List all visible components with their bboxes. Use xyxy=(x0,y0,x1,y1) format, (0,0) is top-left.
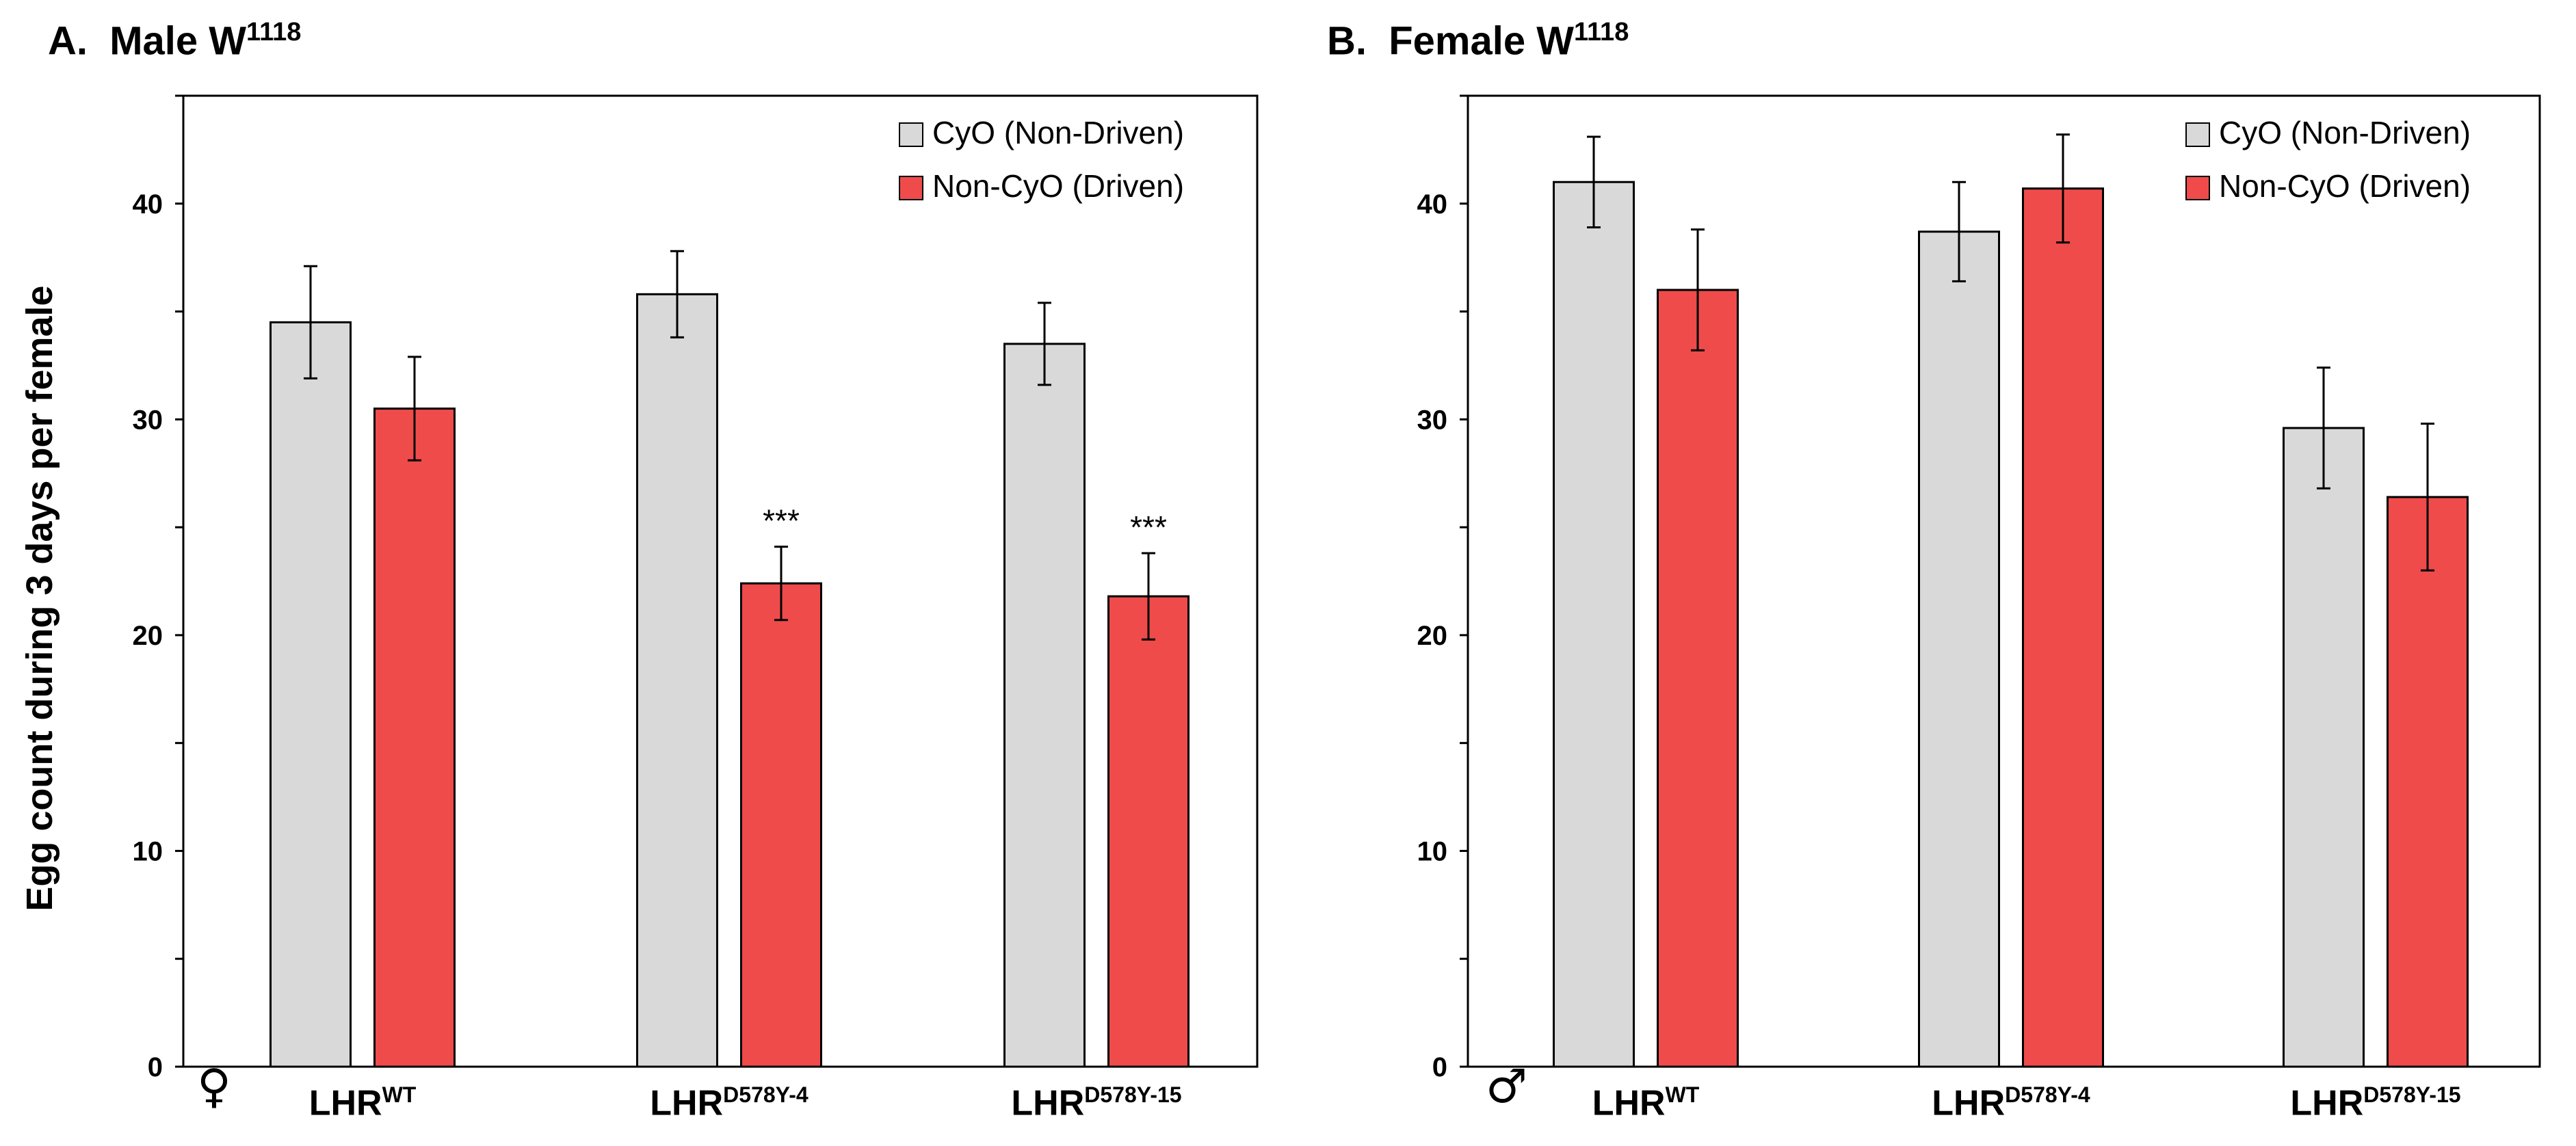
panel-a-legend-swatch xyxy=(899,176,923,200)
panel-a-legend-swatch xyxy=(899,122,923,147)
male-symbol: ♂ xyxy=(1486,1060,1527,1114)
panel-b-bar-noncyo xyxy=(1657,289,1739,1068)
panel-a-title-sup: 1118 xyxy=(246,18,302,46)
panel-b-y-tick-label: 10 xyxy=(1417,836,1448,866)
female-symbol: ♀ xyxy=(197,1060,231,1114)
panel-a-bar-noncyo xyxy=(373,408,456,1068)
panel-a-y-tick-label: 10 xyxy=(133,836,163,866)
panel-b-bar-noncyo xyxy=(2022,187,2104,1068)
category-base: LHR xyxy=(1592,1083,1666,1123)
panel-b-category-label: LHRWT xyxy=(1592,1082,1700,1123)
category-sup: D578Y-15 xyxy=(1084,1082,1182,1107)
panel-a-title: A. Male W1118 xyxy=(48,18,301,64)
panel-b-bar-cyo xyxy=(2283,427,2365,1068)
panel-a-y-tick-label: 30 xyxy=(133,405,163,435)
panel-a-category-label: LHRWT xyxy=(309,1082,417,1123)
panel-a-legend-label: Non-CyO (Driven) xyxy=(932,168,1184,204)
panel-a-category-label: LHRD578Y-4 xyxy=(650,1082,808,1123)
panel-a-bar-noncyo xyxy=(740,582,822,1068)
panel-a-bar-noncyo xyxy=(1107,595,1190,1068)
panel-a-bar-cyo xyxy=(270,321,352,1068)
category-sup: WT xyxy=(382,1082,417,1107)
panel-b-y-tick-label: 20 xyxy=(1417,621,1448,651)
panel-b-bar-noncyo xyxy=(2387,496,2469,1068)
panel-b-y-tick-label: 30 xyxy=(1417,405,1448,435)
panel-a-significance-label: *** xyxy=(763,503,800,539)
panel-a-title-text: Male W xyxy=(109,18,247,64)
panel-b-category-label: LHRD578Y-4 xyxy=(1932,1082,2090,1123)
panel-b-y-tick-label: 0 xyxy=(1432,1052,1447,1082)
panel-a-category-label: LHRD578Y-15 xyxy=(1011,1082,1181,1123)
panel-a-letter: A. xyxy=(48,18,88,64)
panel-a-y-tick-label: 40 xyxy=(133,189,163,219)
panel-b-legend-swatch xyxy=(2185,176,2210,200)
panel-a-plot-frame xyxy=(182,94,1259,1068)
panel-b-legend-label: Non-CyO (Driven) xyxy=(2219,168,2471,204)
panel-b-category-label: LHRD578Y-15 xyxy=(2290,1082,2460,1123)
panel-b-legend-swatch xyxy=(2185,122,2210,147)
panel-a-y-tick-label: 0 xyxy=(148,1052,163,1082)
category-base: LHR xyxy=(1011,1083,1085,1123)
category-base: LHR xyxy=(1932,1083,2006,1123)
panel-b-y-tick-label: 40 xyxy=(1417,189,1448,219)
panel-b-legend-label: CyO (Non-Driven) xyxy=(2219,115,2471,150)
panel-b-plot-frame xyxy=(1467,94,2541,1068)
panel-b-bar-cyo xyxy=(1918,230,2000,1068)
panel-a-y-tick-label: 20 xyxy=(133,621,163,651)
category-base: LHR xyxy=(650,1083,724,1123)
panel-b-title-text: Female W xyxy=(1389,18,1574,64)
category-sup: WT xyxy=(1665,1082,1700,1107)
panel-a-bar-cyo xyxy=(1003,343,1086,1068)
panel-a-significance-label: *** xyxy=(1130,509,1167,545)
panel-a-legend-label: CyO (Non-Driven) xyxy=(932,115,1184,150)
panel-b-title: B. Female W1118 xyxy=(1327,18,1629,64)
panel-a-bar-cyo xyxy=(636,293,718,1068)
category-sup: D578Y-4 xyxy=(723,1082,809,1107)
panel-b-title-sup: 1118 xyxy=(1573,18,1629,46)
category-sup: D578Y-15 xyxy=(2363,1082,2461,1107)
panel-b-bar-cyo xyxy=(1553,181,1635,1068)
category-sup: D578Y-4 xyxy=(2005,1082,2090,1107)
category-base: LHR xyxy=(308,1083,382,1123)
category-base: LHR xyxy=(2290,1083,2364,1123)
panel-b-letter: B. xyxy=(1327,18,1367,64)
